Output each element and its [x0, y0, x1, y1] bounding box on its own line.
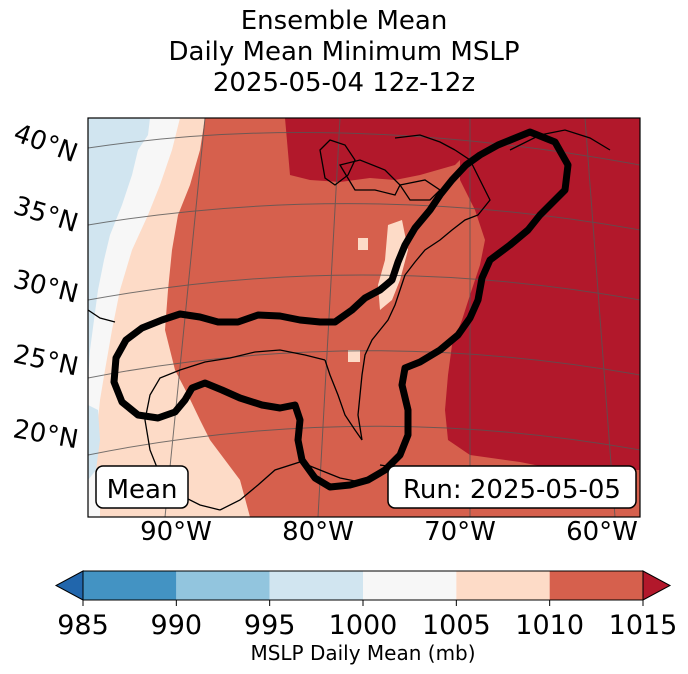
lat-label-40: 40°N	[10, 118, 82, 169]
colorbar-segment	[549, 571, 643, 600]
mean-box: Mean	[95, 465, 189, 509]
lon-label-90w: 90°W	[140, 517, 212, 547]
lat-label-20: 20°N	[11, 414, 81, 455]
colorbar-tick-label: 995	[244, 610, 296, 641]
colorbar-label: MSLP Daily Mean (mb)	[250, 641, 475, 665]
lat-label-35: 35°N	[10, 191, 81, 239]
lat-label-25: 25°N	[11, 340, 81, 383]
title-line-3: 2025-05-04 12z-12z	[212, 68, 476, 98]
colorbar-segment	[83, 571, 177, 600]
run-box-label: Run: 2025-05-05	[403, 475, 621, 505]
title-line-2: Daily Mean Minimum MSLP	[168, 37, 520, 67]
colorbar-tick-label: 1015	[609, 610, 678, 641]
map-panel	[88, 118, 640, 517]
colorbar-tick-label: 985	[57, 610, 109, 641]
field-pale-blue-south	[88, 405, 100, 480]
field-pale-red-patch	[348, 350, 360, 362]
colorbar-tick-label: 1005	[422, 610, 491, 641]
colorbar-extend-low	[54, 570, 84, 601]
map-frame	[87, 117, 641, 518]
title-block: Ensemble Mean Daily Mean Minimum MSLP 20…	[0, 6, 688, 99]
colorbar-tick-label: 990	[151, 610, 203, 641]
mean-box-label: Mean	[107, 475, 178, 505]
colorbar-segments	[54, 570, 672, 601]
lat-labels: 40°N 35°N 30°N 25°N 20°N	[10, 118, 82, 455]
colorbar-segment	[269, 571, 363, 600]
field-dark-red-north	[285, 118, 470, 182]
field-pale-red-patch-2	[358, 238, 368, 250]
field-dark-red-east	[445, 118, 640, 470]
lon-label-80w: 80°W	[282, 517, 354, 547]
title-line-1: Ensemble Mean	[240, 6, 448, 36]
lat-label-30: 30°N	[10, 265, 81, 310]
run-box: Run: 2025-05-05	[387, 465, 637, 509]
colorbar: 985 990 995 1000 1005 1010 1015 MSLP Daily Mea…	[54, 570, 677, 665]
lon-labels: 90°W 80°W 70°W 60°W	[140, 517, 638, 547]
colorbar-extend-high	[642, 570, 672, 601]
mslp-contour	[110, 128, 572, 491]
colorbar-segment	[456, 571, 550, 600]
colorbar-segment	[363, 571, 457, 600]
field-pale-blue	[88, 118, 150, 380]
colorbar-segment	[176, 571, 270, 600]
colorbar-tick-label: 1000	[329, 610, 398, 641]
lon-label-60w: 60°W	[566, 517, 638, 547]
colorbar-ticks: 985 990 995 1000 1005 1010 1015	[57, 600, 677, 641]
lon-label-70w: 70°W	[424, 517, 496, 547]
colorbar-tick-label: 1010	[515, 610, 584, 641]
